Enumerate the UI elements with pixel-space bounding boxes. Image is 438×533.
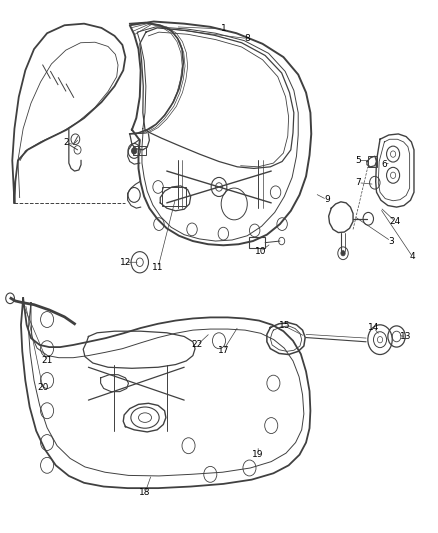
Text: 22: 22: [191, 341, 203, 350]
Text: 2: 2: [63, 139, 69, 148]
Circle shape: [341, 251, 345, 256]
Text: 21: 21: [42, 357, 53, 366]
Text: 9: 9: [324, 195, 330, 204]
Text: 6: 6: [381, 160, 387, 168]
Text: 1: 1: [220, 25, 226, 34]
Text: 20: 20: [37, 383, 49, 392]
Text: 12: 12: [120, 258, 131, 266]
Text: 8: 8: [244, 34, 250, 43]
Text: 14: 14: [368, 323, 379, 332]
Text: 7: 7: [355, 178, 361, 187]
Text: 3: 3: [388, 237, 394, 246]
Text: 13: 13: [400, 332, 412, 341]
Text: 4: 4: [410, 253, 416, 262]
Text: 15: 15: [279, 321, 290, 330]
Text: 17: 17: [218, 346, 229, 355]
Text: 11: 11: [152, 263, 164, 272]
Bar: [249, 237, 265, 248]
Bar: [368, 156, 378, 167]
Text: 24: 24: [390, 217, 401, 226]
Text: 5: 5: [355, 156, 361, 165]
Text: 10: 10: [254, 247, 266, 256]
Text: 19: 19: [252, 450, 264, 459]
Bar: [162, 187, 186, 206]
Text: 18: 18: [139, 488, 151, 497]
Circle shape: [131, 148, 137, 154]
Bar: [133, 146, 146, 155]
